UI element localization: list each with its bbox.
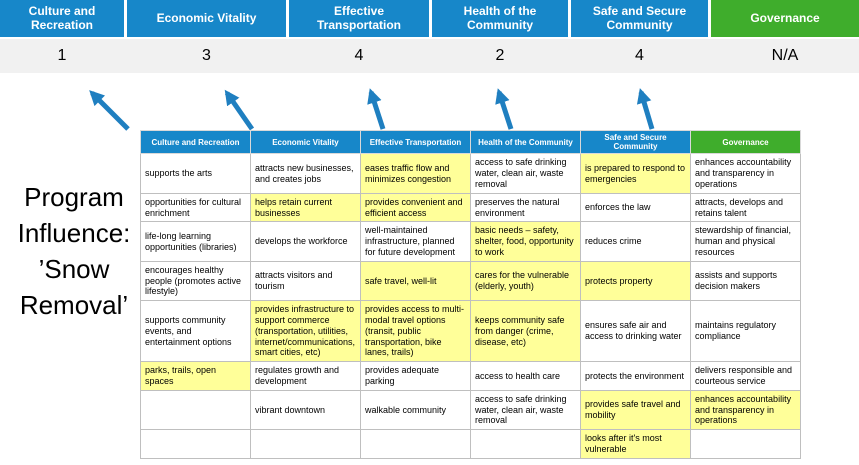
table-header-row: Culture and Recreation Economic Vitality E… <box>140 129 801 155</box>
banner-column-6: Governance <box>711 0 859 37</box>
table-cell <box>140 429 251 459</box>
table-cell: opportunities for cultural enrichment <box>140 192 251 223</box>
score-value-5: 4 <box>635 47 644 64</box>
score-value-6: N/A <box>771 47 799 64</box>
banner: Culture and Recreation Economic Vitality E… <box>0 0 859 37</box>
banner-column-5: Safe and Secure Community <box>571 0 708 37</box>
arrow-health-icon <box>495 88 514 130</box>
score-value-4: 2 <box>495 47 505 64</box>
table-cell <box>690 429 801 459</box>
table-cell: regulates growth and development <box>250 361 361 391</box>
table-cell: delivers responsible and courteous servi… <box>690 361 801 391</box>
table-row: parks, trails, open spaces regulates grow… <box>140 361 801 391</box>
banner-column-label: Governance <box>750 10 820 25</box>
table-cell: access to safe drinking water, clean air… <box>470 153 581 194</box>
arrow-culture-icon <box>89 90 130 131</box>
table-row: opportunities for cultural enrichment hel… <box>140 192 801 223</box>
banner-column-label: Economic Vitality <box>156 10 257 25</box>
table-cell: maintains regulatory compliance <box>690 300 801 363</box>
table-cell: assists and supports decision makers <box>690 260 801 302</box>
banner-column-label: Health of the Community <box>463 3 537 32</box>
table-cell: protects the environment <box>580 361 691 391</box>
table-cell: is prepared to respond to emergencies <box>580 153 691 194</box>
score-value-3: 4 <box>354 47 364 64</box>
table-cell: provides convenient and efficient access <box>360 192 471 223</box>
table-cell: life-long learning opportunities (librar… <box>140 221 251 262</box>
table-cell: reduces crime <box>580 221 691 262</box>
table-cell: encourages healthy people (promotes acti… <box>140 260 251 302</box>
table-cell: helps retain current businesses <box>250 192 361 223</box>
table-cell: stewardship of financial, human and phys… <box>690 221 801 262</box>
table-cell: well-maintained infrastructure, planned … <box>360 221 471 262</box>
banner-column-label: Safe and Secure Community <box>592 3 687 32</box>
table-cell: provides adequate parking <box>360 361 471 391</box>
table-cell: keeps community safe from danger (crime,… <box>470 300 581 363</box>
table-header: Effective Transportation <box>360 129 471 155</box>
arrow-transportation-icon <box>367 88 386 130</box>
table-cell: supports the arts <box>140 153 251 194</box>
table-header: Health of the Community <box>470 129 581 155</box>
table-row: life-long learning opportunities (librar… <box>140 221 801 262</box>
table-cell: protects property <box>580 260 691 302</box>
banner-column-3: Effective Transportation <box>289 0 429 37</box>
table-cell: enhances accountability and transparency… <box>690 153 801 194</box>
table-cell: looks after it's most vulnerable <box>580 429 691 459</box>
table-row: supports community events, and entertain… <box>140 300 801 363</box>
banner-column-label: Culture and Recreation <box>28 3 96 32</box>
influence-arrows <box>89 88 655 131</box>
table-cell <box>140 389 251 431</box>
page-title: Program Influence: ’Snow Removal’ <box>17 182 131 320</box>
score-value-2: 3 <box>202 47 211 64</box>
banner-column-1: Culture and Recreation <box>0 0 124 37</box>
score-value-1: 1 <box>57 47 67 64</box>
table-cell: supports community events, and entertain… <box>140 300 251 363</box>
arrow-economic-icon <box>224 89 255 131</box>
table-cell: develops the workforce <box>250 221 361 262</box>
table-cell: provides safe travel and mobility <box>580 389 691 431</box>
table-row: supports the arts attracts new businesses… <box>140 153 801 194</box>
table-header: Economic Vitality <box>250 129 361 155</box>
banner-column-label: Effective Transportation <box>316 3 401 32</box>
table-header: Safe and Secure Community <box>580 129 691 155</box>
table-cell: cares for the vulnerable (elderly, youth… <box>470 260 581 302</box>
table-cell: attracts new businesses, and creates job… <box>250 153 361 194</box>
table-row: encourages healthy people (promotes acti… <box>140 260 801 302</box>
table-cell: walkable community <box>360 389 471 431</box>
table-cell: attracts, develops and retains talent <box>690 192 801 223</box>
table-row: looks after it's most vulnerable <box>140 429 801 459</box>
table-cell: vibrant downtown <box>250 389 361 431</box>
influence-table: Culture and Recreation Economic Vitality E… <box>140 129 801 459</box>
table-header: Culture and Recreation <box>140 129 251 155</box>
table-cell <box>470 429 581 459</box>
table-cell <box>360 429 471 459</box>
score-row: 1 3 4 2 4 N/A <box>0 39 859 73</box>
table-cell: provides access to multi-modal travel op… <box>360 300 471 363</box>
table-cell: enhances accountability and transparency… <box>690 389 801 431</box>
table-cell: attracts visitors and tourism <box>250 260 361 302</box>
table-cell: preserves the natural environment <box>470 192 581 223</box>
table-header: Governance <box>690 129 801 155</box>
table-row: vibrant downtown walkable community access… <box>140 389 801 431</box>
table-cell: ensures safe air and access to drinking … <box>580 300 691 363</box>
banner-column-2: Economic Vitality <box>127 0 286 37</box>
table-cell: eases traffic flow and minimizes congest… <box>360 153 471 194</box>
arrow-safe-icon <box>636 88 655 130</box>
table-cell: access to safe drinking water, clean air… <box>470 389 581 431</box>
table-cell: access to health care <box>470 361 581 391</box>
banner-column-4: Health of the Community <box>432 0 568 37</box>
table-cell: basic needs – safety, shelter, food, opp… <box>470 221 581 262</box>
table-cell: enforces the law <box>580 192 691 223</box>
table-cell: parks, trails, open spaces <box>140 361 251 391</box>
table-body: supports the arts attracts new businesses… <box>140 153 801 459</box>
table-cell: safe travel, well-lit <box>360 260 471 302</box>
table-cell <box>250 429 361 459</box>
table-cell: provides infrastructure to support comme… <box>250 300 361 363</box>
